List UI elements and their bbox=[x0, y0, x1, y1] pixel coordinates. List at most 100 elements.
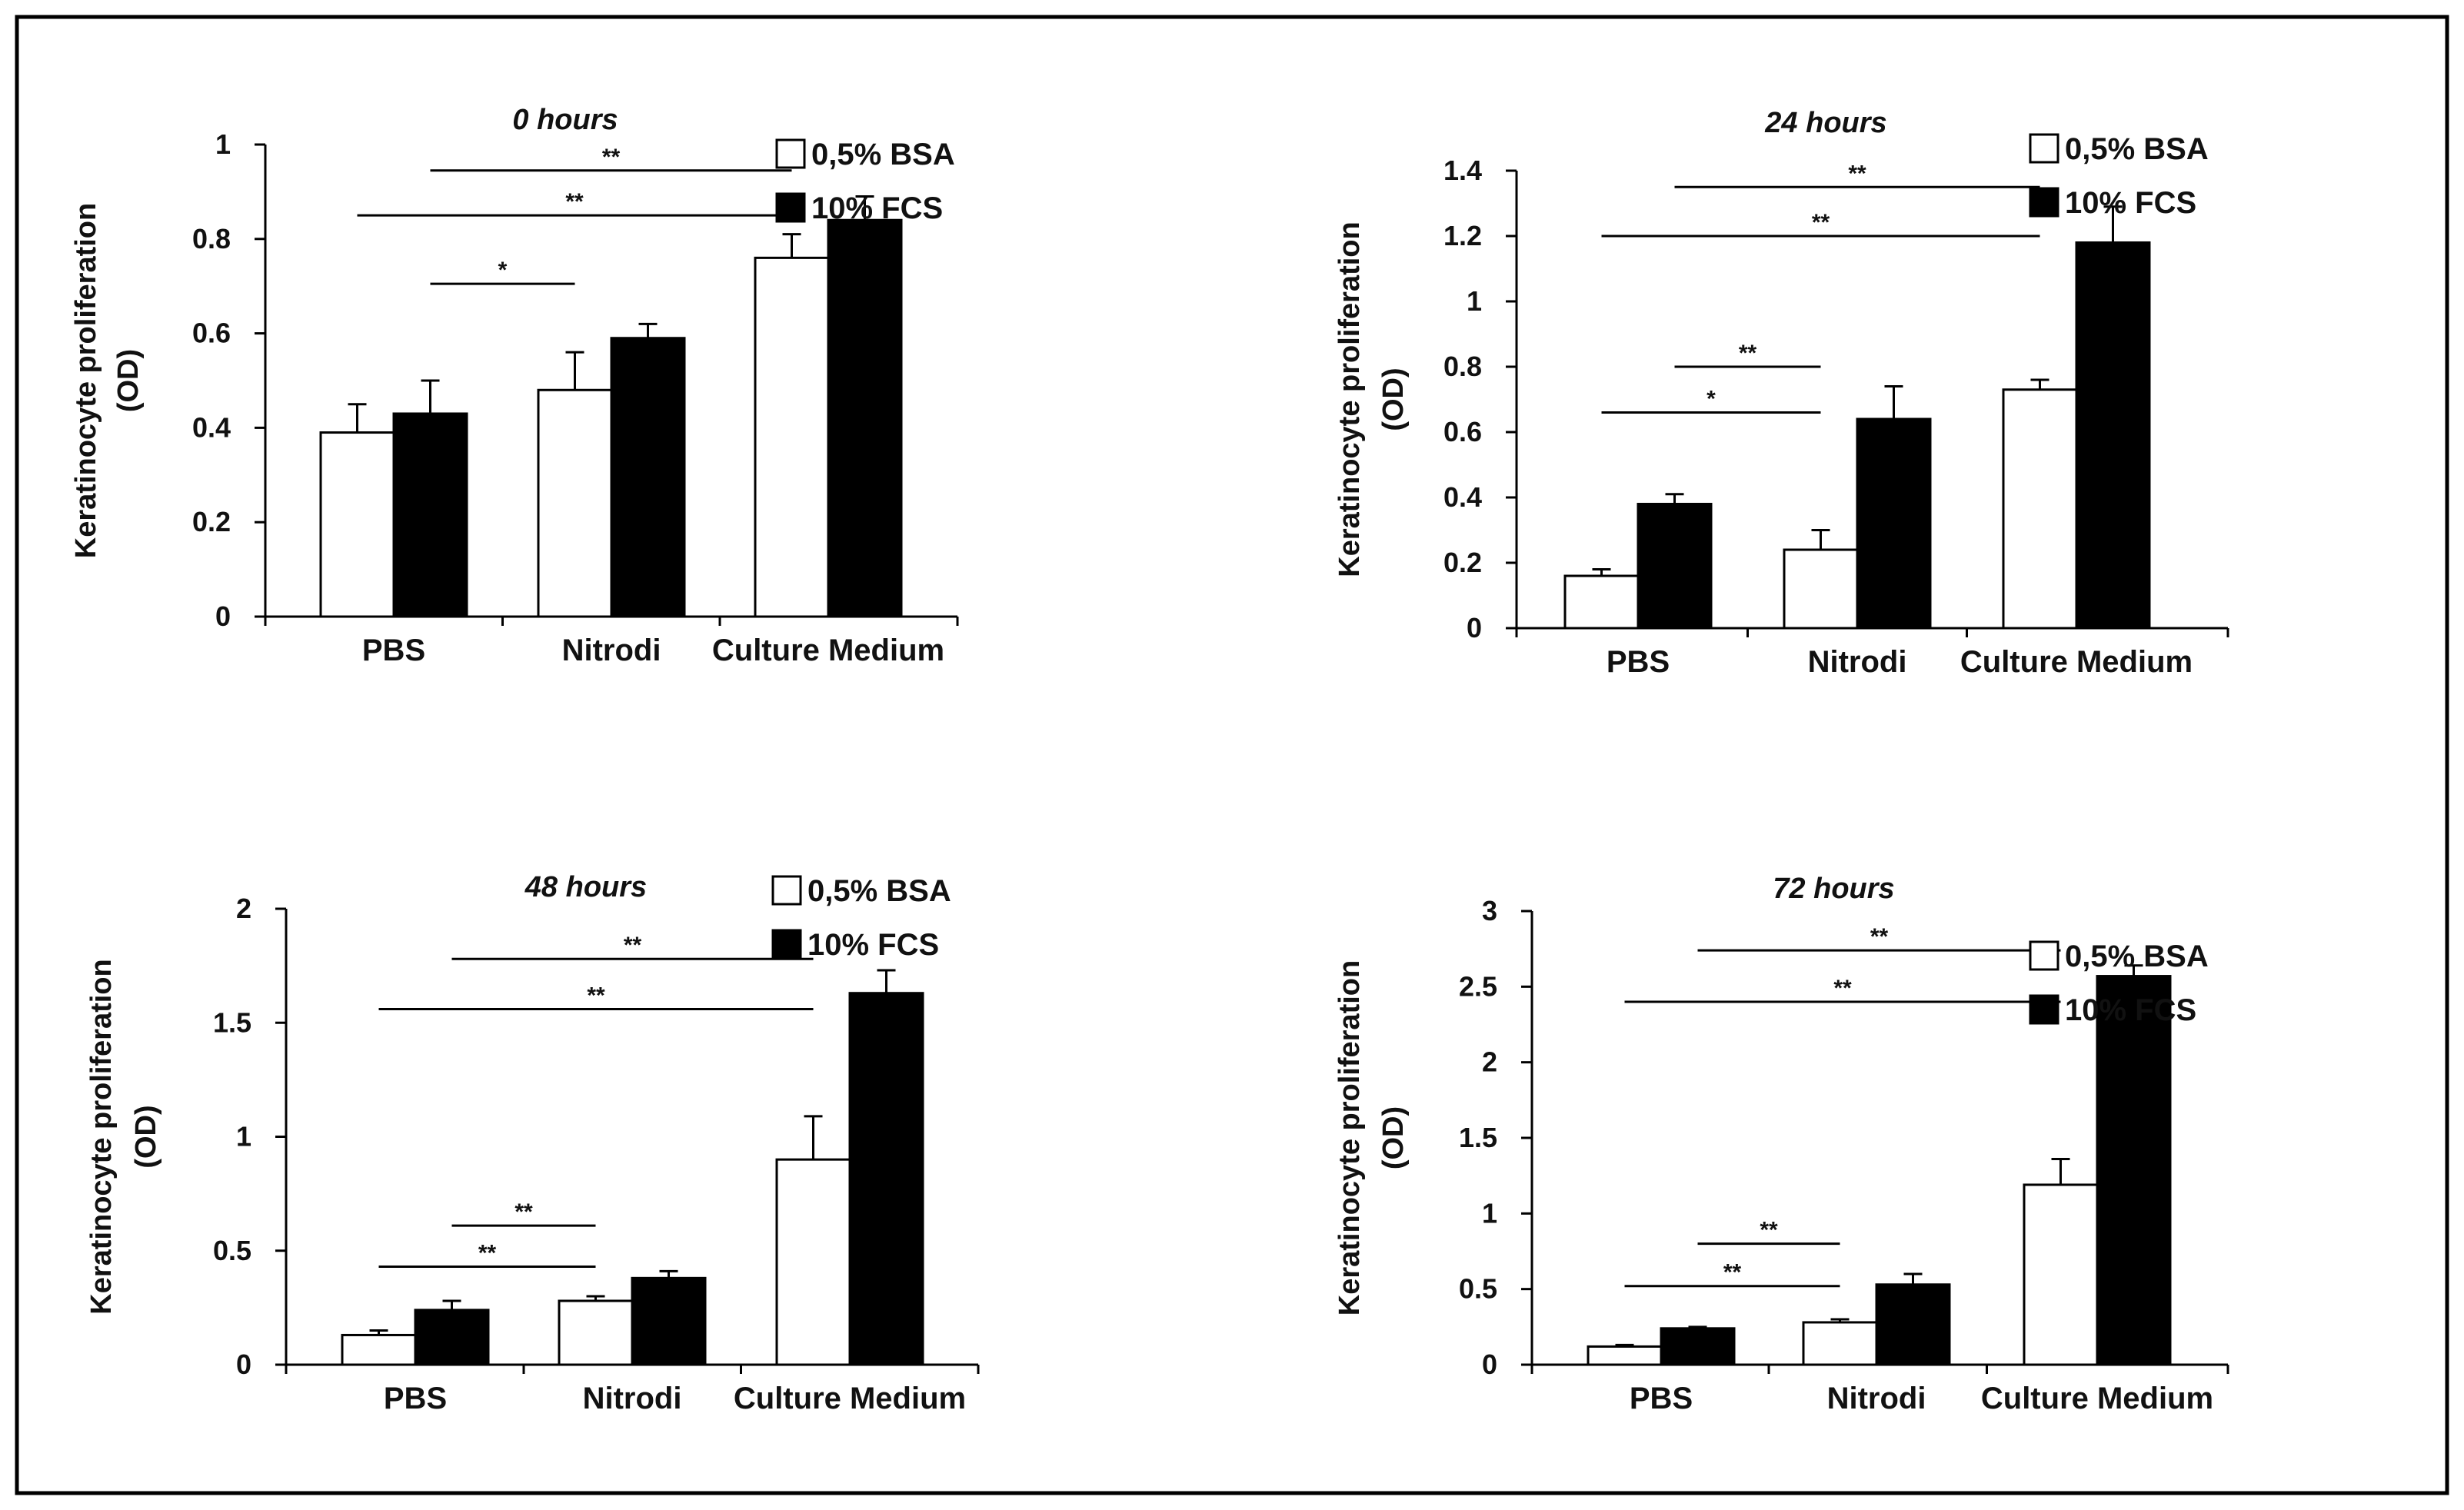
y-tick-label: 0.8 bbox=[192, 223, 231, 254]
chart-panel: 48 hours Keratinocyte proliferation (OD) 0 0… bbox=[85, 871, 980, 1415]
category-label: PBS bbox=[1630, 1382, 1693, 1415]
category-label: PBS bbox=[362, 634, 425, 667]
legend-swatch-bsa bbox=[771, 875, 802, 906]
y-tick-label: 0.2 bbox=[1443, 547, 1482, 578]
legend-label: 0,5% BSA bbox=[807, 874, 951, 908]
bar-bsa bbox=[2002, 388, 2078, 630]
bar-fcs bbox=[1660, 1327, 1736, 1366]
bar-bsa bbox=[319, 431, 395, 618]
category-label: Culture Medium bbox=[1981, 1382, 2213, 1415]
legend-label: 0,5% BSA bbox=[2065, 940, 2209, 973]
y-axis-label: Keratinocyte proliferation bbox=[1334, 960, 1366, 1315]
y-tick-label: 0 bbox=[236, 1349, 251, 1380]
bar-bsa bbox=[1563, 574, 1640, 630]
chart-panel: 24 hours Keratinocyte proliferation (OD) 0 0… bbox=[1334, 107, 2229, 679]
bar-fcs bbox=[848, 992, 924, 1366]
legend-label: 10% FCS bbox=[2065, 186, 2196, 220]
significance-label: ** bbox=[602, 145, 621, 170]
y-tick-label: 0.4 bbox=[192, 411, 231, 443]
y-tick-label: 2.5 bbox=[1459, 970, 1497, 1002]
y-tick-label: 0 bbox=[1467, 612, 1482, 644]
bar-bsa bbox=[537, 388, 613, 618]
significance-label: ** bbox=[1760, 1218, 1778, 1243]
y-tick-label: 3 bbox=[1482, 895, 1497, 926]
bar-fcs bbox=[1856, 417, 1932, 630]
significance-label: ** bbox=[565, 189, 584, 215]
bar-fcs bbox=[1637, 503, 1713, 630]
y-axis-label-unit: (OD) bbox=[1377, 368, 1410, 431]
y-tick-label: 2 bbox=[236, 893, 251, 924]
y-tick-label: 1.4 bbox=[1443, 155, 1482, 186]
y-tick-label: 0.6 bbox=[192, 318, 231, 349]
legend-swatch-bsa bbox=[2029, 940, 2059, 971]
legend-swatch-bsa bbox=[775, 138, 806, 169]
category-label: Culture Medium bbox=[712, 634, 944, 667]
bar-bsa bbox=[775, 1158, 851, 1366]
y-tick-label: 0.4 bbox=[1443, 481, 1482, 513]
legend-swatch-fcs bbox=[2029, 994, 2059, 1025]
y-axis-label-unit: (OD) bbox=[1377, 1106, 1410, 1169]
legend-swatch-bsa bbox=[2029, 133, 2059, 164]
y-tick-label: 0.5 bbox=[213, 1235, 251, 1266]
y-axis-label: Keratinocyte proliferation bbox=[1334, 221, 1366, 577]
y-tick-label: 1 bbox=[1482, 1197, 1497, 1229]
bar-bsa bbox=[341, 1333, 417, 1366]
bar-bsa bbox=[1802, 1321, 1878, 1366]
legend-swatch-fcs bbox=[2029, 187, 2059, 218]
y-tick-label: 2 bbox=[1482, 1046, 1497, 1078]
y-axis-label-unit: (OD) bbox=[130, 1105, 162, 1168]
bar-fcs bbox=[2096, 975, 2172, 1366]
chart-title: 72 hours bbox=[1773, 873, 1894, 905]
legend-label: 0,5% BSA bbox=[2065, 132, 2209, 166]
category-label: PBS bbox=[1607, 645, 1670, 679]
y-tick-label: 1.5 bbox=[1459, 1122, 1497, 1153]
bar-bsa bbox=[754, 256, 830, 618]
category-label: Nitrodi bbox=[583, 1382, 682, 1415]
bar-bsa bbox=[1783, 548, 1859, 630]
bar-fcs bbox=[827, 218, 903, 618]
y-tick-label: 1 bbox=[215, 128, 231, 160]
y-tick-label: 0.6 bbox=[1443, 416, 1482, 447]
bar-fcs bbox=[631, 1276, 707, 1366]
bar-bsa bbox=[2023, 1183, 2099, 1366]
category-label: Nitrodi bbox=[1808, 645, 1907, 679]
legend-label: 0,5% BSA bbox=[811, 138, 955, 171]
chart-title: 48 hours bbox=[524, 871, 647, 903]
bar-fcs bbox=[392, 412, 468, 618]
y-axis-label: Keratinocyte proliferation bbox=[85, 959, 118, 1314]
bar-bsa bbox=[1587, 1345, 1663, 1366]
chart-panel: 72 hours Keratinocyte proliferation (OD) 0 0… bbox=[1334, 873, 2229, 1415]
y-axis-label: Keratinocyte proliferation bbox=[70, 203, 102, 558]
significance-label: * bbox=[1706, 387, 1716, 412]
y-tick-label: 1.5 bbox=[213, 1006, 251, 1038]
chart-panel: 0 hours Keratinocyte proliferation (OD) 0 0.… bbox=[70, 104, 959, 667]
y-tick-label: 1.2 bbox=[1443, 220, 1482, 251]
significance-label: ** bbox=[514, 1199, 533, 1225]
bar-fcs bbox=[1875, 1283, 1951, 1366]
legend-label: 10% FCS bbox=[811, 191, 943, 225]
bar-fcs bbox=[2075, 241, 2151, 630]
legend-label: 10% FCS bbox=[807, 928, 939, 962]
y-axis-label-unit: (OD) bbox=[112, 349, 145, 412]
significance-label: ** bbox=[1723, 1260, 1742, 1285]
significance-label: ** bbox=[1848, 161, 1866, 186]
chart-title: 24 hours bbox=[1764, 107, 1886, 139]
category-label: Nitrodi bbox=[1827, 1382, 1926, 1415]
significance-label: ** bbox=[624, 933, 642, 958]
y-tick-label: 0 bbox=[215, 600, 231, 632]
legend-swatch-fcs bbox=[771, 929, 802, 960]
category-label: Culture Medium bbox=[734, 1382, 966, 1415]
significance-label: ** bbox=[478, 1241, 497, 1266]
significance-label: ** bbox=[1833, 976, 1852, 1001]
significance-label: * bbox=[498, 258, 508, 283]
significance-label: ** bbox=[1812, 210, 1830, 235]
y-tick-label: 0.5 bbox=[1459, 1273, 1497, 1305]
significance-label: ** bbox=[1739, 341, 1757, 366]
category-label: Culture Medium bbox=[1960, 645, 2193, 679]
legend-swatch-fcs bbox=[775, 192, 806, 223]
y-tick-label: 0 bbox=[1482, 1349, 1497, 1380]
significance-label: ** bbox=[587, 983, 605, 1008]
bar-fcs bbox=[610, 337, 686, 618]
significance-label: ** bbox=[1870, 924, 1889, 950]
